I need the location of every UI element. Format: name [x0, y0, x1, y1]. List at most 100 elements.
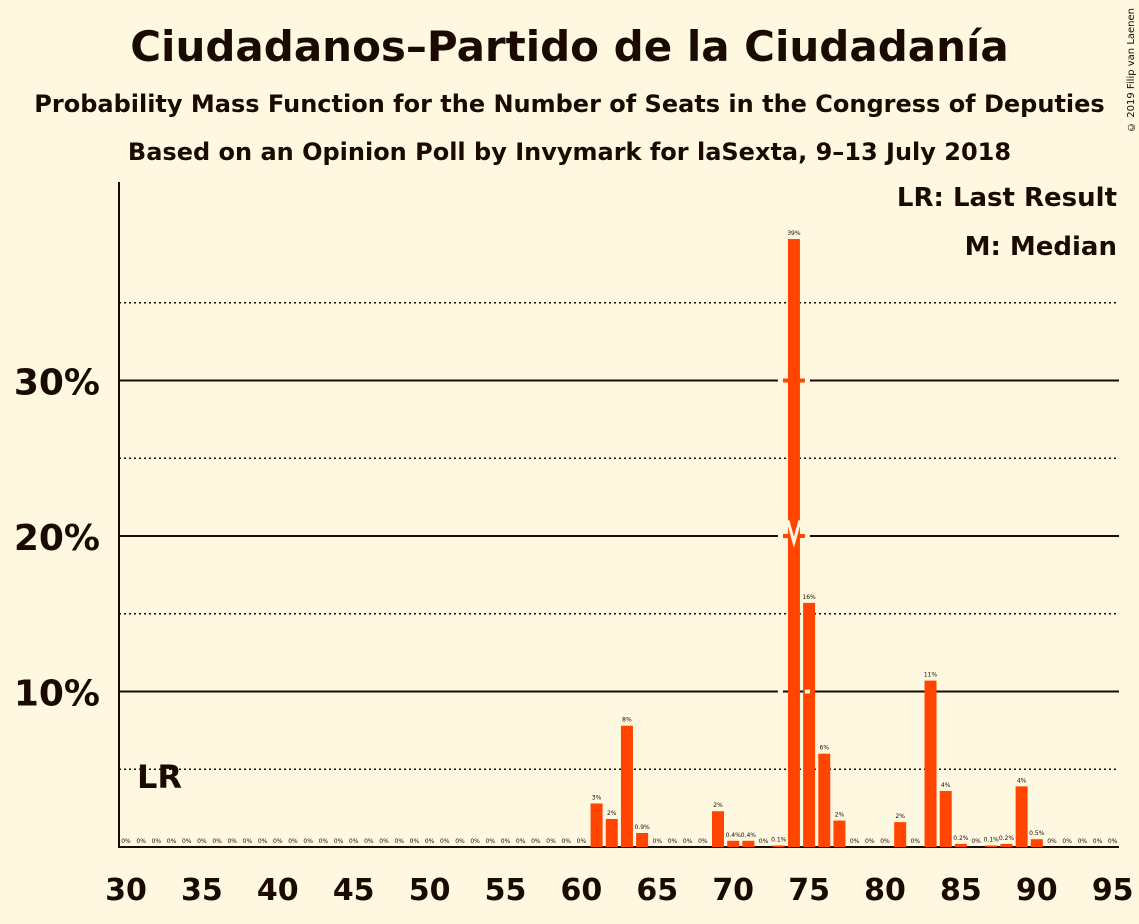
- bar-value-label: 0.9%: [634, 824, 650, 831]
- x-tick-label: 75: [788, 873, 830, 908]
- bar-value-label: 0%: [1093, 838, 1103, 845]
- y-tick-label: 10%: [14, 674, 100, 715]
- bar: [620, 725, 633, 847]
- bar: [636, 833, 649, 847]
- bar-value-label: 0%: [501, 838, 511, 845]
- bar-value-label: 0%: [319, 838, 329, 845]
- bar-value-label: 0%: [212, 838, 222, 845]
- x-tick-label: 30: [105, 873, 147, 908]
- bar: [954, 843, 967, 847]
- bar-value-label: 0%: [121, 838, 131, 845]
- median-gap: [782, 534, 805, 538]
- bar: [1015, 786, 1028, 847]
- bar-value-label: 0%: [683, 838, 693, 845]
- bar-value-label: 0%: [273, 838, 283, 845]
- median-gap-left: [777, 534, 783, 538]
- bar-value-label: 0%: [470, 838, 480, 845]
- bar-value-label: 0%: [759, 838, 769, 845]
- median-gap-left: [777, 378, 783, 383]
- legend-median: M: Median: [964, 232, 1117, 262]
- bar-value-label: 0%: [288, 838, 298, 845]
- bar-value-label: 0%: [561, 838, 571, 845]
- x-tick-label: 70: [712, 873, 754, 908]
- bar-value-label: 0%: [911, 838, 921, 845]
- bar: [924, 680, 937, 847]
- bar: [939, 791, 952, 847]
- bar-value-label: 11%: [924, 672, 938, 679]
- x-tick-label: 90: [1016, 873, 1058, 908]
- bar: [742, 840, 755, 847]
- bar-value-label: 0%: [182, 838, 192, 845]
- median-gap-right: [804, 534, 810, 538]
- bar-value-label: 0%: [425, 838, 435, 845]
- bar-value-label: 0%: [850, 838, 860, 845]
- bar-value-label: 0.5%: [1029, 830, 1045, 837]
- bar-value-label: 39%: [787, 230, 801, 237]
- bar-value-label: 0%: [880, 838, 890, 845]
- median-gap-right: [804, 689, 810, 694]
- bar-value-label: 2%: [835, 812, 845, 819]
- bar-value-label: 0%: [197, 838, 207, 845]
- bar-value-label: 0.1%: [771, 836, 787, 843]
- y-tick-label: 20%: [14, 518, 100, 559]
- x-tick-label: 60: [561, 873, 603, 908]
- x-tick-label: 65: [636, 873, 678, 908]
- bar: [803, 602, 816, 847]
- bar-value-label: 0%: [531, 838, 541, 845]
- bar-value-label: 6%: [820, 745, 830, 752]
- legend-last-result: LR: Last Result: [896, 183, 1117, 213]
- median-marker: [786, 520, 802, 548]
- bar-value-label: 0%: [227, 838, 237, 845]
- bar-value-label: 0.2%: [999, 835, 1015, 842]
- bar-value-label: 4%: [941, 782, 951, 789]
- x-tick-label: 45: [333, 873, 375, 908]
- median-gap-right: [804, 378, 810, 383]
- bar-value-label: 4%: [1017, 777, 1027, 784]
- bar-value-label: 0%: [1062, 838, 1072, 845]
- bar-value-label: 0%: [486, 838, 496, 845]
- bar-value-label: 0%: [1108, 838, 1118, 845]
- x-tick-label: 55: [485, 873, 527, 908]
- bar: [833, 820, 846, 847]
- bar-value-label: 0%: [546, 838, 556, 845]
- bar-value-label: 0%: [334, 838, 344, 845]
- bar-value-label: 0%: [1047, 838, 1057, 845]
- bar-value-label: 0%: [136, 838, 146, 845]
- bar-value-label: 0%: [516, 838, 526, 845]
- bar: [1000, 843, 1013, 847]
- bar-value-label: 0.2%: [953, 835, 969, 842]
- bar-value-label: 0%: [971, 838, 981, 845]
- bar: [712, 811, 725, 847]
- median-gap-left: [777, 689, 783, 694]
- bar-value-label: 0%: [410, 838, 420, 845]
- bar-value-label: 0%: [243, 838, 253, 845]
- bar-value-label: 0%: [349, 838, 359, 845]
- bar-value-label: 2%: [607, 810, 617, 817]
- bar-value-label: 0.4%: [726, 832, 742, 839]
- bar-value-label: 0%: [303, 838, 313, 845]
- bar-value-label: 0%: [668, 838, 678, 845]
- bar-value-label: 16%: [802, 594, 816, 601]
- bar-value-label: 0%: [167, 838, 177, 845]
- x-tick-label: 50: [409, 873, 451, 908]
- chart-title: Ciudadanos–Partido de la Ciudadanía: [130, 22, 1009, 71]
- bar: [985, 845, 998, 847]
- bar-value-label: 0.4%: [741, 832, 757, 839]
- bar: [727, 840, 740, 847]
- bar-value-label: 0.1%: [984, 836, 1000, 843]
- bar: [772, 845, 785, 847]
- x-tick-label: 80: [864, 873, 906, 908]
- bar-value-label: 3%: [592, 794, 602, 801]
- bar: [590, 803, 603, 847]
- bar-value-label: 0%: [440, 838, 450, 845]
- bar-value-label: 2%: [713, 802, 723, 809]
- bar-value-label: 0%: [577, 838, 587, 845]
- bar-value-label: 2%: [895, 813, 905, 820]
- bar: [818, 753, 831, 847]
- bar-value-label: 8%: [622, 717, 632, 724]
- bar: [1030, 839, 1043, 847]
- bar-value-label: 0%: [1078, 838, 1088, 845]
- chart-subtitle-source: Based on an Opinion Poll by Invymark for…: [127, 138, 1012, 166]
- bar-value-label: 0%: [865, 838, 875, 845]
